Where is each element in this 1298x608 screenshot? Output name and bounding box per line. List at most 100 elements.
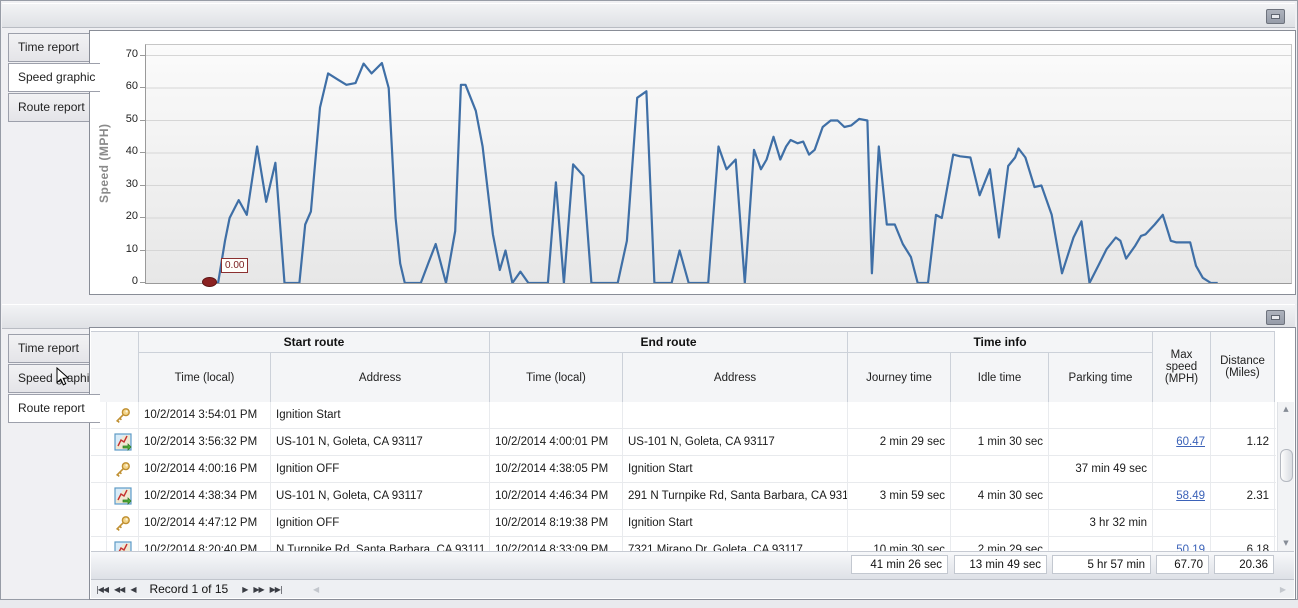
column-header-max-speed[interactable]: Max speed (MPH)	[1153, 332, 1211, 403]
key-icon	[116, 515, 130, 531]
parking-time-cell: 37 min 49 sec	[1049, 456, 1153, 482]
route-icon	[113, 541, 132, 551]
tab-time-report[interactable]: Time report	[8, 334, 97, 363]
end-address-cell: Ignition Start	[623, 510, 848, 536]
y-tick-label: 30	[125, 177, 138, 190]
group-header-end-route[interactable]: End route	[490, 332, 848, 353]
summary-parking-time: 5 hr 57 min	[1052, 555, 1151, 574]
journey-time-cell	[848, 510, 951, 536]
route-icon-cell	[107, 483, 139, 509]
max-speed-cell	[1153, 456, 1211, 482]
column-header-start-address[interactable]: Address	[271, 353, 490, 403]
tab-route-report[interactable]: Route report	[8, 93, 97, 122]
column-header-end-time[interactable]: Time (local)	[490, 353, 623, 403]
table-row[interactable]: 10/2/2014 4:47:12 PM Ignition OFF 10/2/201…	[91, 510, 1276, 537]
next-page-button[interactable]: ▶▶	[253, 584, 264, 594]
max-speed-link[interactable]: 60.47	[1176, 436, 1205, 448]
route-icon-cell	[107, 537, 139, 551]
collapse-bottom-panel-button[interactable]	[1266, 310, 1285, 325]
scroll-up-icon[interactable]: ▲	[1283, 405, 1289, 413]
chart-annotation: 0.00	[221, 258, 249, 273]
table-row[interactable]: 10/2/2014 8:20:40 PM N Turnpike Rd, Santa…	[91, 537, 1276, 551]
first-record-button[interactable]: |◀◀	[96, 584, 109, 594]
y-tick-mark	[140, 282, 145, 283]
tab-time-report[interactable]: Time report	[8, 33, 97, 62]
max-speed-link[interactable]: 58.49	[1176, 490, 1205, 502]
summary-idle-time: 13 min 49 sec	[954, 555, 1047, 574]
column-header-distance[interactable]: Distance (Miles)	[1211, 332, 1275, 403]
tab-speed-graphic[interactable]: Speed graphic	[8, 63, 100, 92]
vertical-scrollbar[interactable]: ▲ ▼	[1277, 402, 1294, 551]
row-indicator-cell	[91, 402, 107, 428]
summary-distance: 20.36	[1214, 555, 1274, 574]
speed-graphic-panel: Speed (MPH) 0 10 20 30 40 50 60 70 0.00	[89, 30, 1296, 295]
column-header-end-address[interactable]: Address	[623, 353, 848, 403]
hscroll-right-icon[interactable]: ▶	[1279, 585, 1286, 594]
distance-cell: 2.31	[1211, 483, 1275, 509]
tab-route-report[interactable]: Route report	[8, 394, 100, 423]
scrollbar-thumb[interactable]	[1280, 449, 1293, 482]
table-row[interactable]: 10/2/2014 4:38:34 PM US-101 N, Goleta, CA…	[91, 483, 1276, 510]
summary-max-speed: 67.70	[1156, 555, 1209, 574]
journey-time-cell: 3 min 59 sec	[848, 483, 951, 509]
max-speed-cell	[1153, 402, 1211, 428]
tab-speed-graphic[interactable]: Speed graphic	[8, 364, 97, 393]
column-header-idle-time[interactable]: Idle time	[951, 353, 1049, 403]
end-time-cell: 10/2/2014 8:33:09 PM	[490, 537, 623, 551]
max-speed-link[interactable]: 50.19	[1176, 544, 1205, 551]
y-tick-label: 70	[125, 47, 138, 60]
collapse-top-panel-button[interactable]	[1266, 9, 1285, 24]
y-tick-mark	[140, 217, 145, 218]
prev-page-button[interactable]: ◀◀	[114, 584, 125, 594]
route-icon	[113, 433, 132, 451]
last-record-button[interactable]: ▶▶|	[269, 584, 283, 594]
y-tick-label: 60	[125, 80, 138, 92]
y-tick-label: 40	[125, 145, 138, 157]
start-address-cell: Ignition Start	[271, 402, 490, 428]
y-tick-mark	[140, 249, 145, 251]
key-icon-cell	[107, 456, 139, 482]
top-tabstrip: Time report Speed graphic Route report	[1, 28, 100, 294]
prev-record-button[interactable]: ◀	[130, 584, 136, 594]
start-time-cell: 10/2/2014 4:47:12 PM	[139, 510, 271, 536]
start-time-cell: 10/2/2014 3:54:01 PM	[139, 402, 271, 428]
distance-cell: 6.18	[1211, 537, 1275, 551]
column-header-journey-time[interactable]: Journey time	[848, 353, 951, 403]
column-header-start-time[interactable]: Time (local)	[139, 353, 271, 403]
y-tick-mark	[140, 119, 145, 121]
y-tick-label: 10	[125, 242, 138, 255]
y-tick-mark	[140, 54, 145, 56]
start-time-cell: 10/2/2014 4:38:34 PM	[139, 483, 271, 509]
distance-cell: 1.12	[1211, 429, 1275, 455]
idle-time-cell	[951, 510, 1049, 536]
group-header-start-route[interactable]: Start route	[139, 332, 490, 353]
max-speed-cell: 58.49	[1153, 483, 1211, 509]
header-corner-cell	[91, 332, 139, 403]
table-row[interactable]: 10/2/2014 3:56:32 PM US-101 N, Goleta, CA…	[91, 429, 1276, 456]
parking-time-cell	[1049, 429, 1153, 455]
idle-time-cell: 2 min 29 sec	[951, 537, 1049, 551]
distance-cell	[1211, 402, 1275, 428]
y-tick-label: 50	[125, 112, 138, 125]
end-address-cell: 291 N Turnpike Rd, Santa Barbara, CA 931…	[623, 483, 848, 509]
start-address-cell: Ignition OFF	[271, 510, 490, 536]
group-header-time-info[interactable]: Time info	[848, 332, 1153, 353]
column-header-parking-time[interactable]: Parking time	[1049, 353, 1153, 403]
key-icon-cell	[107, 510, 139, 536]
row-indicator-cell	[91, 483, 107, 509]
end-time-cell: 10/2/2014 8:19:38 PM	[490, 510, 623, 536]
end-time-cell: 10/2/2014 4:46:34 PM	[490, 483, 623, 509]
table-row[interactable]: 10/2/2014 3:54:01 PM Ignition Start	[91, 402, 1276, 429]
start-time-cell: 10/2/2014 8:20:40 PM	[139, 537, 271, 551]
parking-time-cell	[1049, 537, 1153, 551]
next-record-button[interactable]: ▶	[242, 584, 248, 594]
idle-time-cell	[951, 456, 1049, 482]
table-body: 10/2/2014 3:54:01 PM Ignition Start 10/2/2…	[91, 402, 1276, 551]
hscroll-left-icon[interactable]: ◀	[313, 585, 320, 594]
scroll-down-icon[interactable]: ▼	[1283, 539, 1289, 547]
end-address-cell	[623, 402, 848, 428]
table-row[interactable]: 10/2/2014 4:00:16 PM Ignition OFF 10/2/201…	[91, 456, 1276, 483]
distance-cell	[1211, 510, 1275, 536]
journey-time-cell	[848, 456, 951, 482]
